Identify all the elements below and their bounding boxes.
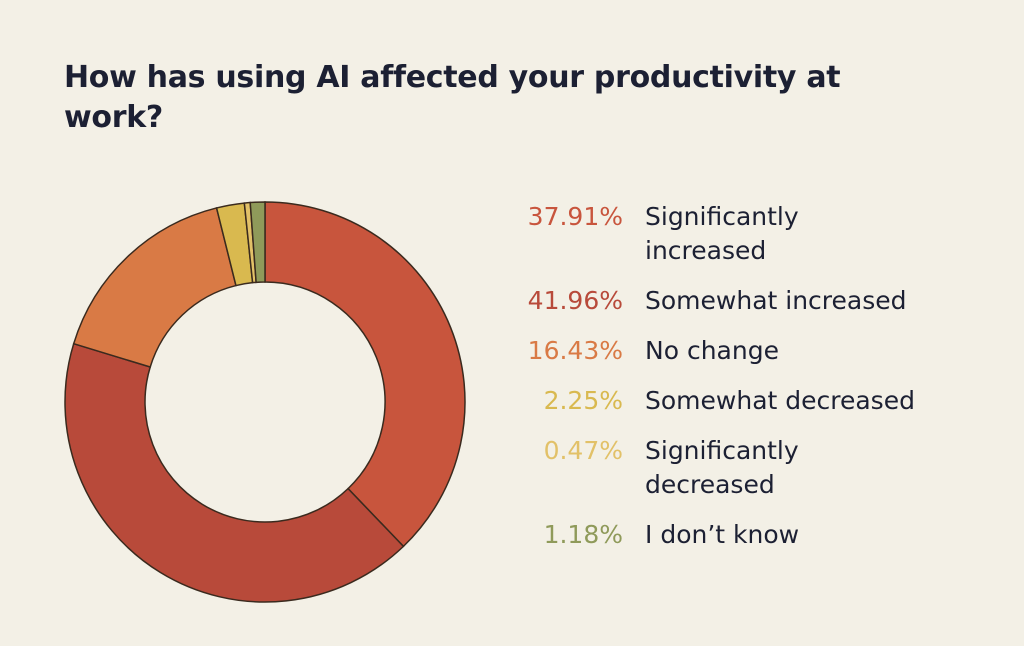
legend-value: 1.18% [543, 520, 623, 549]
legend-item: 41.96% Somewhat increased [505, 284, 965, 318]
legend-item: 0.47% Significantly decreased [505, 434, 965, 502]
legend-item: 2.25% Somewhat decreased [505, 384, 965, 418]
legend-item: 37.91% Significantly increased [505, 200, 965, 268]
chart-title: How has using AI affected your productiv… [64, 60, 841, 135]
legend-label: Somewhat increased [645, 286, 907, 315]
legend-value: 2.25% [543, 386, 623, 415]
donut-slice [72, 207, 237, 368]
legend: 37.91% Significantly increased 41.96% Somew… [505, 200, 965, 568]
legend-value: 16.43% [527, 336, 623, 365]
donut-slice [264, 201, 466, 548]
donut-slice [249, 201, 266, 284]
legend-value: 41.96% [527, 286, 623, 315]
donut-slice [64, 342, 405, 603]
legend-label: No change [645, 336, 779, 365]
legend-value: 0.47% [543, 436, 623, 465]
legend-label: Somewhat decreased [645, 386, 915, 415]
legend-label: Significantly decreased [645, 436, 799, 499]
legend-label: I don’t know [645, 520, 800, 549]
legend-item: 1.18% I don’t know [505, 518, 965, 552]
legend-label: Significantly increased [645, 202, 799, 265]
legend-value: 37.91% [527, 202, 623, 231]
legend-item: 16.43% No change [505, 334, 965, 368]
